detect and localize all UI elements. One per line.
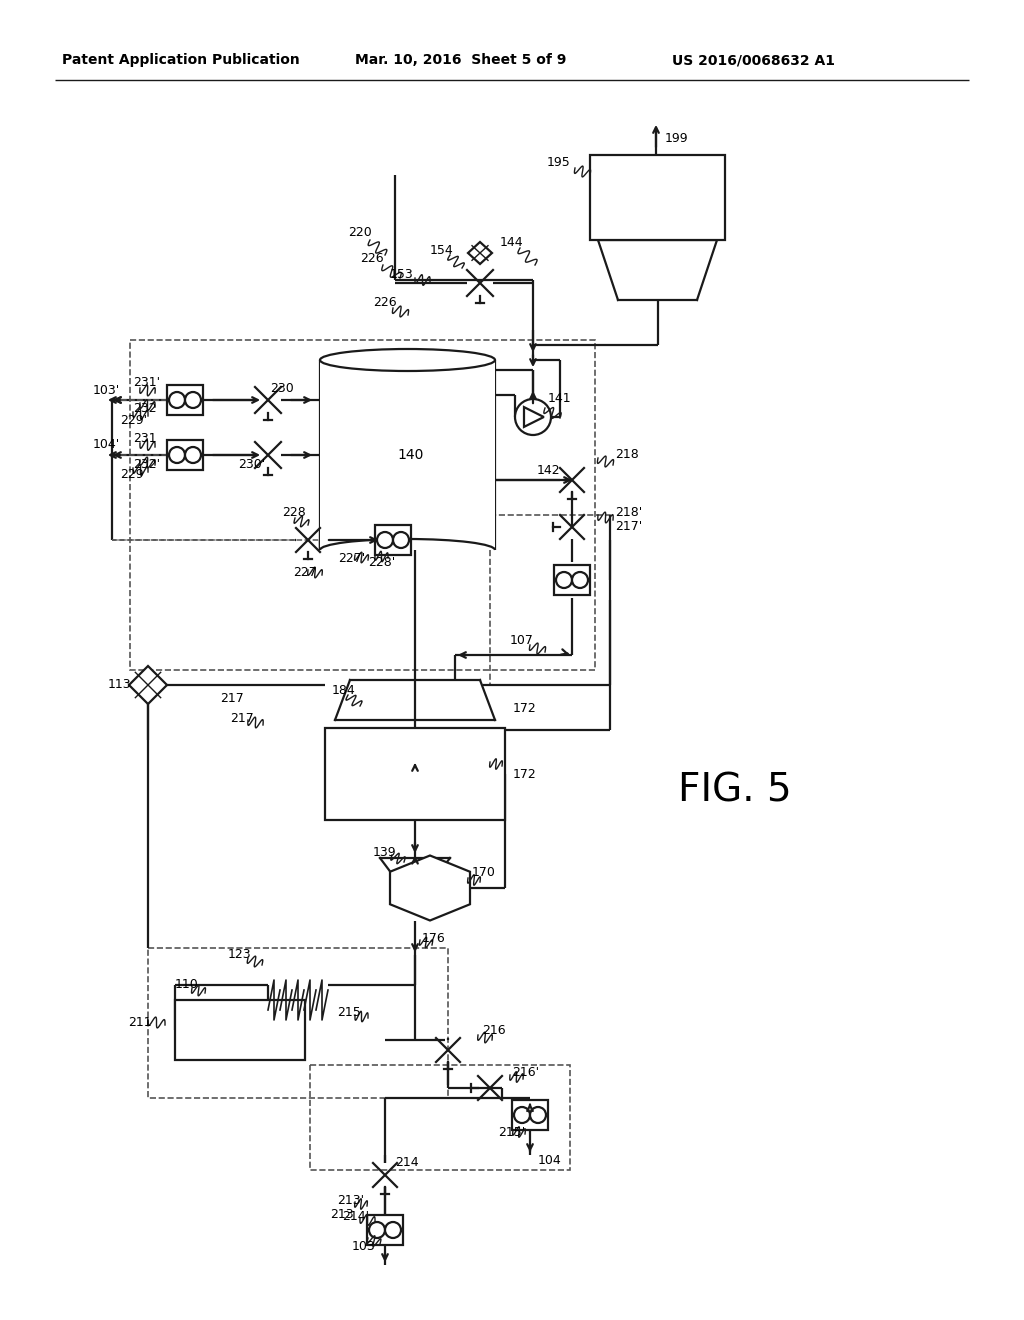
Text: 231': 231'	[133, 375, 160, 388]
Bar	[167, 440, 203, 470]
Text: US 2016/0068632 A1: US 2016/0068632 A1	[672, 53, 835, 67]
Text: 213: 213	[330, 1209, 353, 1221]
Circle shape	[572, 572, 588, 587]
Text: 110: 110	[175, 978, 199, 990]
Circle shape	[377, 532, 393, 548]
Text: 216': 216'	[512, 1065, 539, 1078]
Text: 229: 229	[120, 467, 143, 480]
Polygon shape	[598, 240, 717, 300]
Text: 231: 231	[133, 432, 157, 445]
Polygon shape	[524, 407, 544, 426]
Circle shape	[185, 447, 201, 463]
Circle shape	[369, 1222, 385, 1238]
Circle shape	[185, 392, 201, 408]
Text: 144: 144	[500, 236, 523, 249]
Text: 141: 141	[548, 392, 571, 404]
Text: 170: 170	[472, 866, 496, 879]
Text: 215': 215'	[498, 1126, 525, 1139]
Text: 142: 142	[537, 463, 560, 477]
Polygon shape	[468, 242, 492, 264]
Text: 103: 103	[352, 1241, 376, 1254]
Text: 227': 227'	[338, 552, 366, 565]
Text: 218': 218'	[615, 506, 642, 519]
Text: 172: 172	[513, 767, 537, 780]
Text: 230: 230	[270, 381, 294, 395]
Bar	[512, 1100, 548, 1130]
Text: 139: 139	[373, 846, 396, 858]
Text: 103': 103'	[93, 384, 120, 396]
Circle shape	[556, 572, 572, 587]
Text: 227: 227	[293, 565, 316, 578]
Text: Patent Application Publication: Patent Application Publication	[62, 53, 300, 67]
Text: 107: 107	[510, 634, 534, 647]
Text: 228: 228	[282, 507, 306, 520]
Text: 217: 217	[230, 711, 254, 725]
Text: 213': 213'	[337, 1193, 365, 1206]
Text: 232': 232'	[133, 458, 160, 471]
Bar	[325, 729, 505, 820]
Circle shape	[169, 392, 185, 408]
Ellipse shape	[319, 348, 495, 371]
Text: 195: 195	[547, 156, 570, 169]
Circle shape	[169, 447, 185, 463]
Text: 228': 228'	[368, 556, 395, 569]
Text: 214': 214'	[342, 1209, 369, 1222]
Text: 140: 140	[397, 447, 424, 462]
Bar	[490, 515, 610, 685]
Bar	[554, 565, 590, 595]
Text: 232: 232	[133, 401, 157, 414]
Text: 199: 199	[665, 132, 688, 144]
Text: 172: 172	[513, 701, 537, 714]
Bar	[175, 1001, 305, 1060]
Bar	[310, 1065, 570, 1170]
Text: 123: 123	[228, 948, 252, 961]
Bar	[319, 360, 495, 550]
Text: 226: 226	[360, 252, 384, 264]
Bar	[167, 385, 203, 414]
Text: 211: 211	[128, 1015, 152, 1028]
Text: 113: 113	[108, 678, 132, 692]
Text: 104: 104	[538, 1154, 562, 1167]
Polygon shape	[335, 680, 495, 719]
Text: Mar. 10, 2016  Sheet 5 of 9: Mar. 10, 2016 Sheet 5 of 9	[355, 53, 566, 67]
Text: 176: 176	[422, 932, 445, 945]
Polygon shape	[129, 667, 167, 704]
Text: FIG. 5: FIG. 5	[678, 771, 792, 809]
Text: 214: 214	[395, 1155, 419, 1168]
Text: 104': 104'	[93, 438, 120, 451]
Text: 217: 217	[220, 692, 244, 705]
Text: 216: 216	[482, 1023, 506, 1036]
Text: 215: 215	[337, 1006, 360, 1019]
Text: 217': 217'	[615, 520, 642, 532]
Circle shape	[530, 1107, 546, 1123]
Text: 154: 154	[430, 243, 454, 256]
Circle shape	[514, 1107, 530, 1123]
Text: 153: 153	[390, 268, 414, 281]
Text: 220: 220	[348, 227, 372, 239]
Circle shape	[393, 532, 409, 548]
Bar	[130, 341, 595, 671]
Circle shape	[515, 399, 551, 436]
Bar	[590, 154, 725, 240]
Bar	[148, 948, 449, 1098]
Text: 229': 229'	[120, 413, 147, 426]
Polygon shape	[380, 858, 450, 898]
Circle shape	[385, 1222, 401, 1238]
Bar	[367, 1214, 403, 1245]
Text: 218: 218	[615, 447, 639, 461]
Text: 226: 226	[373, 296, 396, 309]
Bar	[375, 525, 411, 554]
Polygon shape	[390, 855, 470, 920]
Text: 184: 184	[332, 684, 355, 697]
Text: 230': 230'	[238, 458, 265, 471]
